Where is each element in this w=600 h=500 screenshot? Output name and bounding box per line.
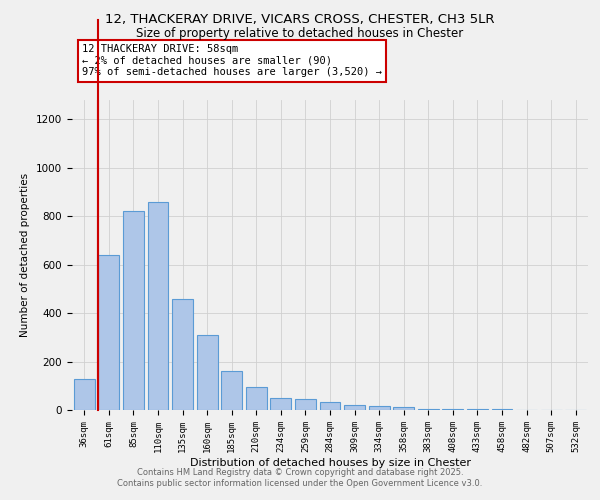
Text: 12 THACKERAY DRIVE: 58sqm
← 2% of detached houses are smaller (90)
97% of semi-d: 12 THACKERAY DRIVE: 58sqm ← 2% of detach… xyxy=(82,44,382,78)
Bar xyxy=(246,387,267,410)
Bar xyxy=(295,399,316,410)
Bar xyxy=(393,407,414,410)
Bar xyxy=(197,335,218,410)
Y-axis label: Number of detached properties: Number of detached properties xyxy=(20,173,31,337)
Bar xyxy=(467,409,488,410)
Bar xyxy=(442,409,463,410)
Bar xyxy=(368,406,389,410)
Bar xyxy=(98,255,119,410)
Text: Size of property relative to detached houses in Chester: Size of property relative to detached ho… xyxy=(136,28,464,40)
Bar xyxy=(74,378,95,410)
Text: 12, THACKERAY DRIVE, VICARS CROSS, CHESTER, CH3 5LR: 12, THACKERAY DRIVE, VICARS CROSS, CHEST… xyxy=(105,12,495,26)
Bar xyxy=(344,405,365,410)
Bar xyxy=(271,398,292,410)
Text: Contains HM Land Registry data © Crown copyright and database right 2025.
Contai: Contains HM Land Registry data © Crown c… xyxy=(118,468,482,487)
Bar xyxy=(172,298,193,410)
Bar xyxy=(491,409,512,410)
Bar xyxy=(320,402,340,410)
X-axis label: Distribution of detached houses by size in Chester: Distribution of detached houses by size … xyxy=(190,458,470,468)
Bar xyxy=(123,212,144,410)
Bar xyxy=(221,371,242,410)
Bar xyxy=(148,202,169,410)
Bar xyxy=(418,409,439,410)
